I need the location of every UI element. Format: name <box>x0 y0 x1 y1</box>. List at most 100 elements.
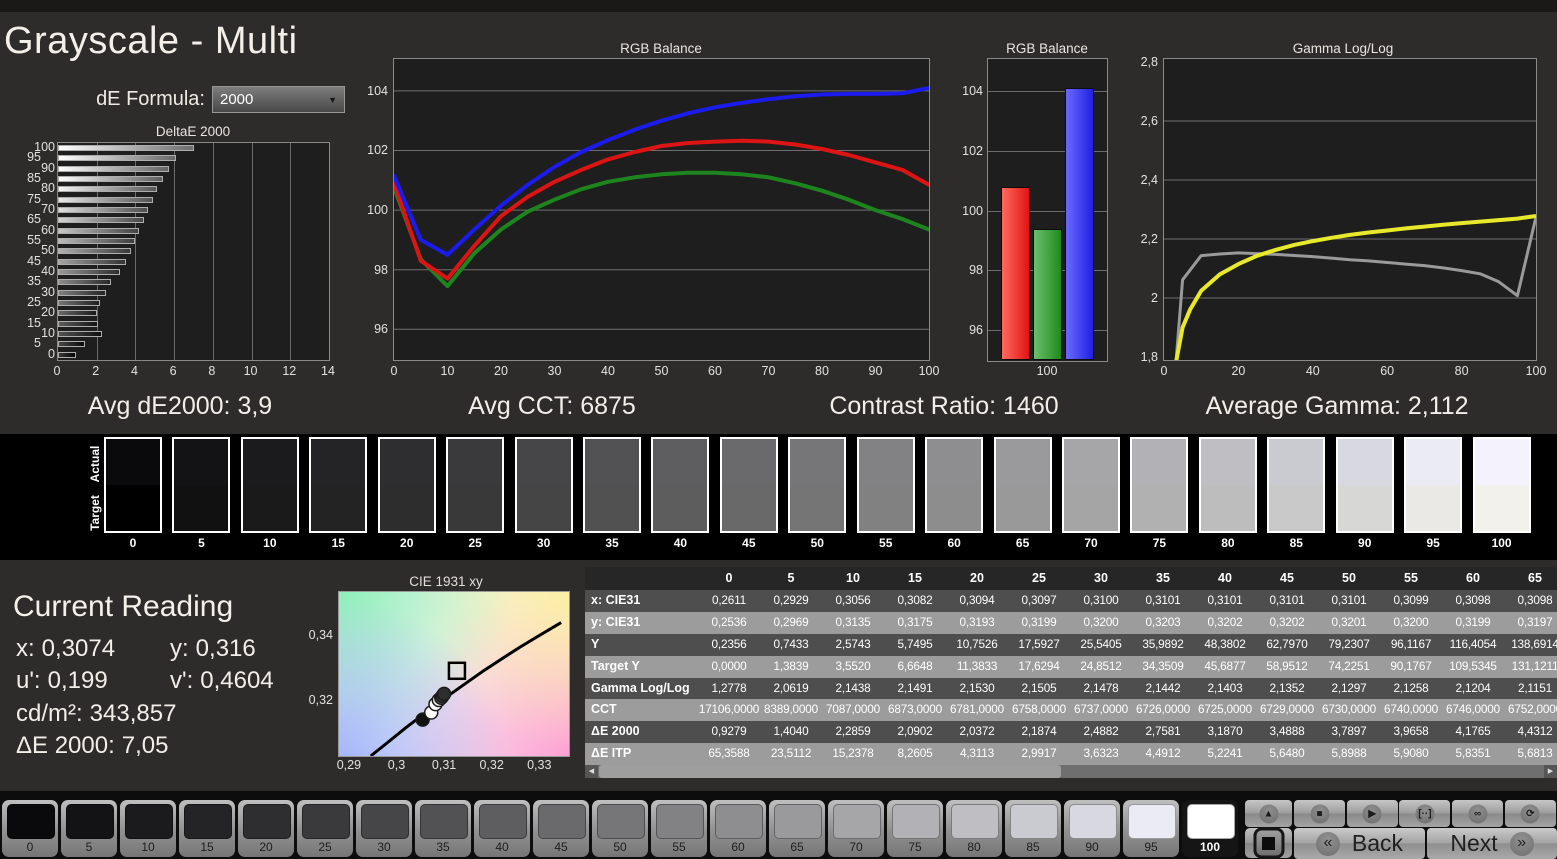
table-cell: 0,3101 <box>1331 593 1367 607</box>
patch-label: 70 <box>849 840 863 854</box>
patch-button-55[interactable]: 55 <box>651 800 707 857</box>
rgb-xtick: 80 <box>815 364 829 378</box>
patch-button-95[interactable]: 95 <box>1123 800 1179 857</box>
patch-button-65[interactable]: 65 <box>769 800 825 857</box>
patch-swatch <box>7 804 55 839</box>
grayscale-swatch <box>1062 437 1121 533</box>
de-formula-value: 2000 <box>220 91 254 108</box>
next-button[interactable]: Next » <box>1427 828 1557 859</box>
table-cell: 4,4312 <box>1517 724 1553 739</box>
scroll-left-icon[interactable]: ◀ <box>585 765 598 778</box>
deltae-bar <box>58 176 163 182</box>
patch-label: 40 <box>495 840 509 854</box>
table-cell: 0,3100 <box>1083 593 1119 607</box>
patch-button-90[interactable]: 90 <box>1064 800 1120 857</box>
patch-button-85[interactable]: 85 <box>1005 800 1061 857</box>
table-col-header: 50 <box>1342 571 1356 585</box>
scrollbar-thumb[interactable] <box>599 765 1061 778</box>
patch-button-80[interactable]: 80 <box>946 800 1002 857</box>
patch-swatch <box>656 804 704 839</box>
table-row: Y 0,2356 0,7433 2,5743 5,7495 10,7526 17,5927 2… <box>585 633 1557 656</box>
table-scrollbar[interactable]: ◀ ▶ <box>585 765 1557 778</box>
transport-stop-button[interactable]: ■ <box>1294 800 1345 827</box>
table-cell: 0,3197 <box>1517 614 1553 629</box>
transport-continuous-button[interactable]: ∞ <box>1452 800 1504 827</box>
table-cell: 6725,0000 <box>1198 702 1252 717</box>
cie-xtick: 0,32 <box>479 758 504 772</box>
deltae-ytick: 100 <box>34 140 55 154</box>
deltae-chart-title: DeltaE 2000 <box>155 124 231 139</box>
table-cell: 0,2969 <box>773 614 809 629</box>
transport-play-button[interactable]: ▶ <box>1346 800 1398 827</box>
contrast-ratio-stat: Contrast Ratio: 1460 <box>829 392 1059 420</box>
patch-button-100[interactable]: 100 <box>1182 800 1238 857</box>
deltae-bar <box>58 289 107 296</box>
table-cell: 0,3101 <box>1145 593 1181 607</box>
patch-button-75[interactable]: 75 <box>887 800 943 857</box>
table-col-header: 35 <box>1156 571 1170 585</box>
table-cell: 131,1211 <box>1511 658 1557 673</box>
patch-button-10[interactable]: 10 <box>120 800 176 857</box>
table-cell: 0,3199 <box>1021 614 1057 629</box>
patch-label: 30 <box>377 840 391 854</box>
y-label: y: <box>170 635 189 662</box>
de-formula-select[interactable]: 2000 ▼ <box>212 86 345 113</box>
row-label: ΔE 2000 <box>591 724 640 739</box>
patch-button-25[interactable]: 25 <box>297 800 353 857</box>
rgb-balance-bar-title: RGB Balance <box>1006 41 1088 56</box>
table-cell: 0,2536 <box>711 614 747 629</box>
table-cell: 116,4054 <box>1449 636 1497 651</box>
table-header-row: 0 5 10 15 20 25 30 35 40 45 50 55 60 65 <box>585 567 1557 590</box>
rgbbar-ytick: 98 <box>969 263 983 278</box>
patch-label: 90 <box>1085 840 1099 854</box>
deltae-bar <box>58 186 157 193</box>
patch-button-50[interactable]: 50 <box>592 800 648 857</box>
patch-button-45[interactable]: 45 <box>533 800 589 857</box>
table-cell: 3,1870 <box>1207 724 1243 739</box>
window-square-icon <box>1253 827 1284 859</box>
pattern-up-button[interactable]: ▲ <box>1245 800 1292 827</box>
deltae-bar <box>58 227 139 234</box>
back-button[interactable]: « Back <box>1294 828 1425 859</box>
patch-button-40[interactable]: 40 <box>474 800 530 857</box>
scroll-right-icon[interactable]: ▶ <box>1544 765 1557 778</box>
gridline <box>988 150 1107 152</box>
table-row: CCT 17106,0000 8389,0000 7087,0000 6873,0000… <box>585 699 1557 722</box>
patch-button-60[interactable]: 60 <box>710 800 766 857</box>
rgbbar-ytick: 102 <box>962 143 983 158</box>
actual-patch <box>1474 439 1529 485</box>
page-title: Grayscale - Multi <box>4 20 298 62</box>
table-cell: 6726,0000 <box>1136 702 1190 717</box>
pattern-window-button[interactable] <box>1245 827 1292 859</box>
swatch-label: 65 <box>1015 536 1030 550</box>
gridline <box>988 210 1107 212</box>
transport-interval-button[interactable]: [··] <box>1399 800 1451 827</box>
table-cell: 5,7495 <box>897 636 933 651</box>
grayscale-swatch <box>856 437 915 533</box>
patch-button-35[interactable]: 35 <box>415 800 471 857</box>
patch-button-5[interactable]: 5 <box>61 800 117 857</box>
table-cell: 0,7433 <box>773 636 809 651</box>
swatch-label: 30 <box>536 536 551 550</box>
table-cell: 5,6480 <box>1269 746 1305 761</box>
patch-button-70[interactable]: 70 <box>828 800 884 857</box>
patch-button-30[interactable]: 30 <box>356 800 412 857</box>
patch-swatch <box>538 804 586 839</box>
table-cell: 0,0000 <box>711 658 747 673</box>
rgb-xtick: 100 <box>918 364 940 378</box>
cie-canvas <box>369 621 562 758</box>
table-cell: 62,7970 <box>1266 636 1308 651</box>
transport-loop-button[interactable]: ⟳ <box>1504 800 1556 827</box>
grayscale-swatch <box>309 437 368 533</box>
actual-patch <box>1064 439 1119 485</box>
cie-ytick: 0,32 <box>308 692 333 707</box>
patch-swatch <box>1010 804 1058 839</box>
patch-button-15[interactable]: 15 <box>179 800 235 857</box>
patch-button-0[interactable]: 0 <box>2 800 58 857</box>
table-cell: 4,4912 <box>1145 746 1181 761</box>
table-row: ΔE 2000 0,9279 1,4040 2,2859 2,0902 2,0372 2,1… <box>585 721 1557 744</box>
patch-button-20[interactable]: 20 <box>238 800 294 857</box>
grayscale-swatch <box>377 437 436 533</box>
table-cell: 138,6914 <box>1511 636 1557 651</box>
deltae-bar <box>58 320 99 327</box>
